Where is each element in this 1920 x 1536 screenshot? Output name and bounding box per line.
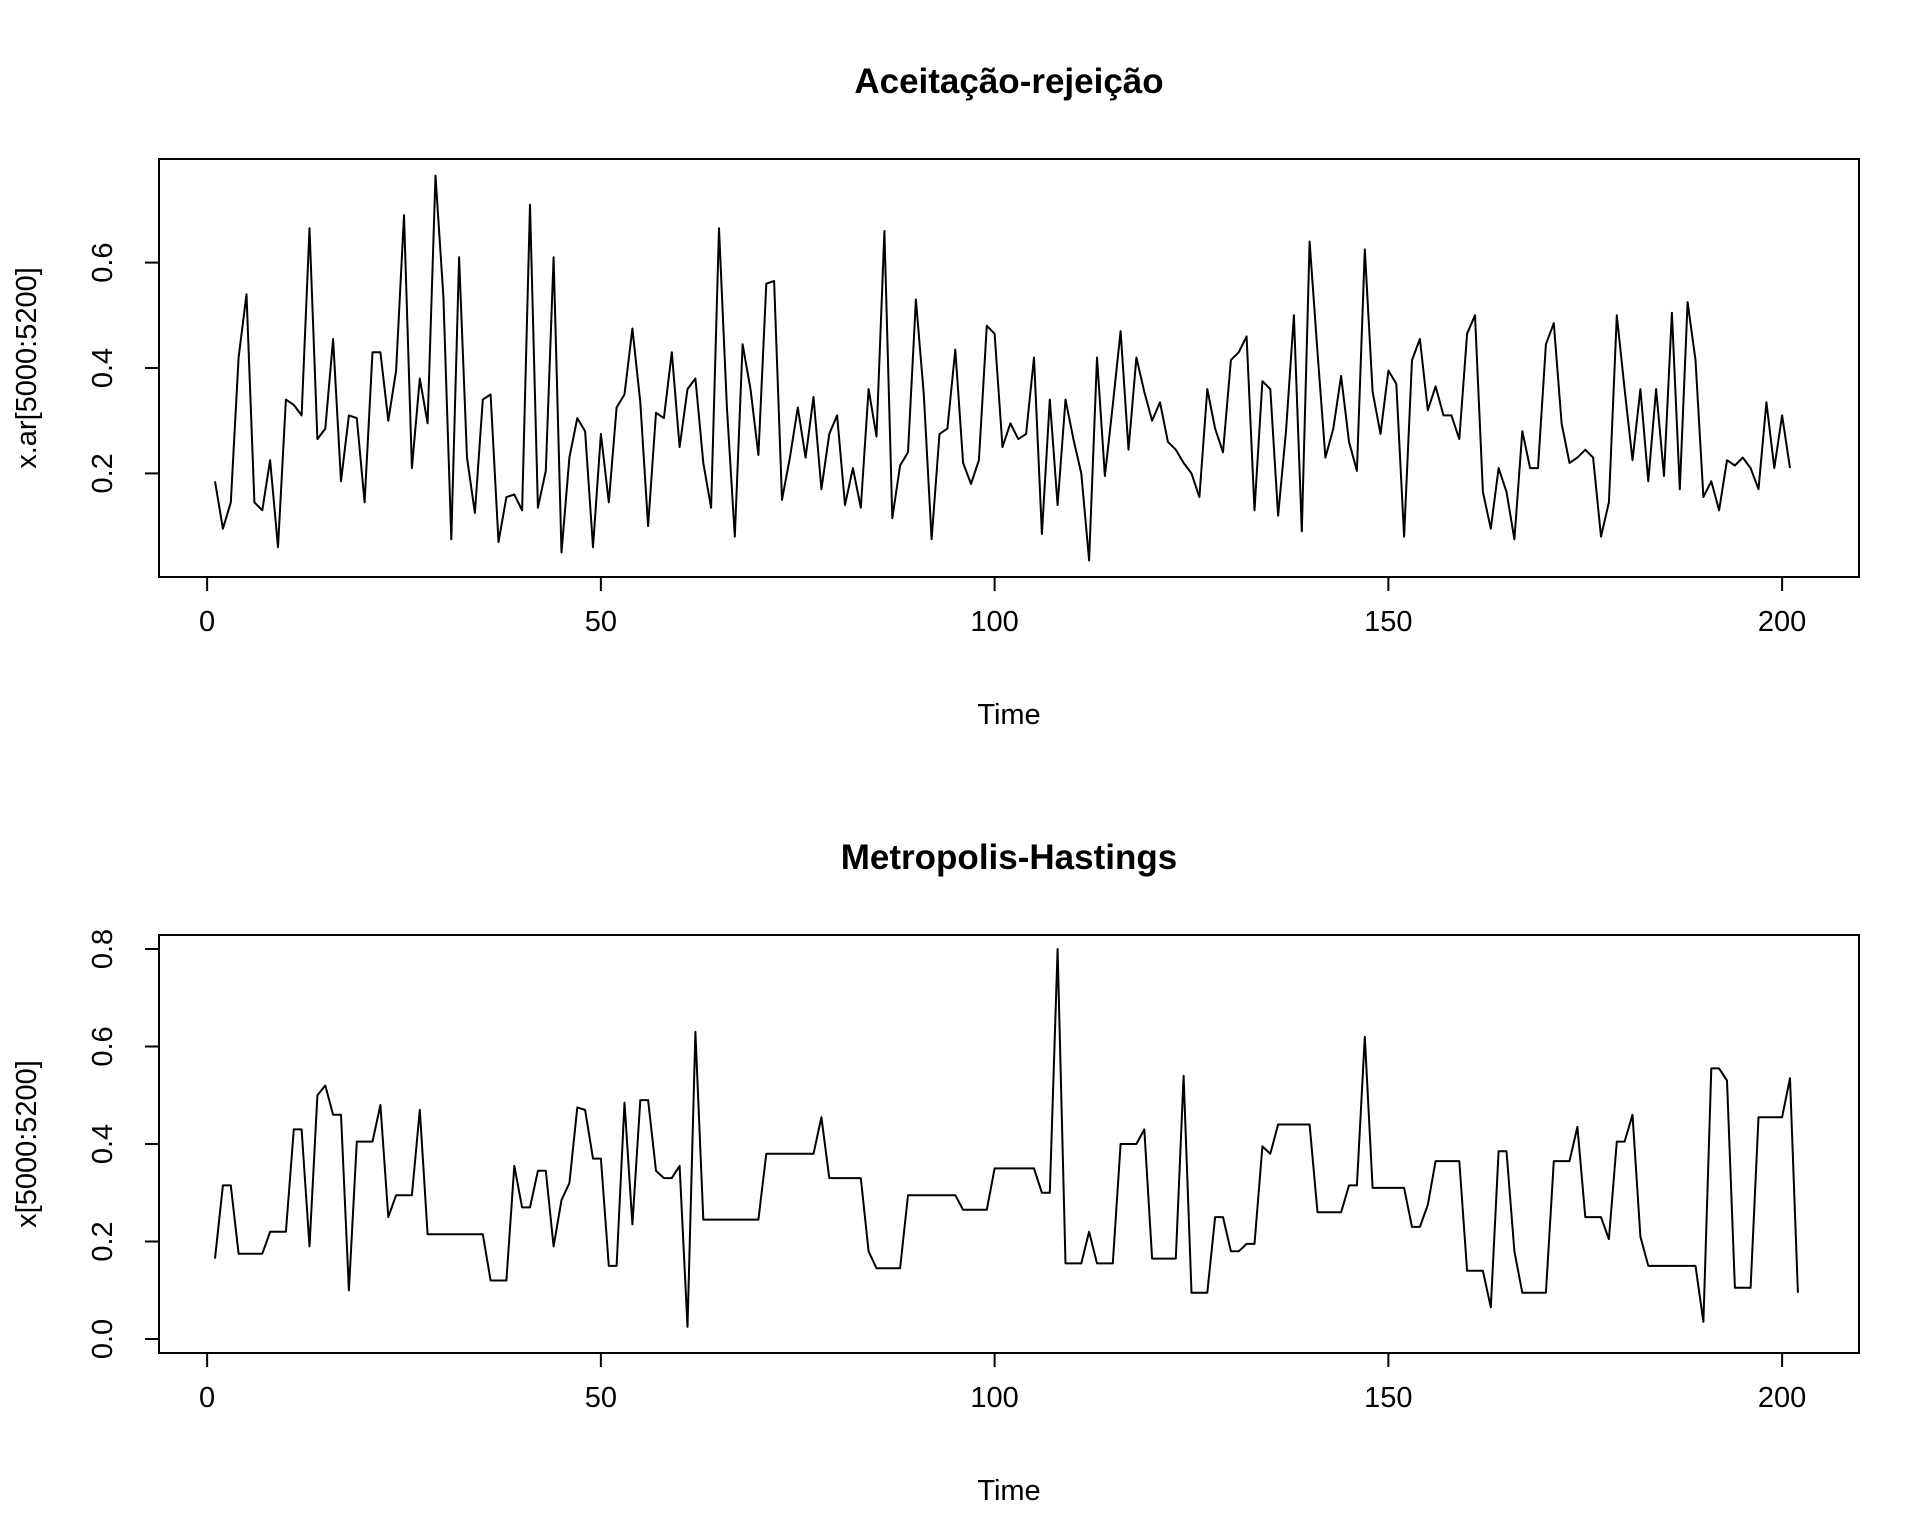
y-tick-label: 0.4 (87, 1124, 119, 1164)
y-tick-label: 0.6 (87, 242, 119, 282)
y-tick-label: 0.4 (87, 348, 119, 388)
x-tick-label: 0 (199, 606, 215, 638)
y-tick-label: 0.2 (87, 453, 119, 493)
y-tick-label: 0.6 (87, 1026, 119, 1066)
y-axis-label: x.ar[5000:5200] (11, 267, 43, 469)
x-tick-label: 200 (1758, 606, 1806, 638)
x-tick-label: 200 (1758, 1382, 1806, 1414)
x-tick-label: 150 (1364, 1382, 1412, 1414)
x-tick-label: 100 (970, 606, 1018, 638)
x-axis-label: Time (977, 699, 1040, 731)
x-axis-label: Time (977, 1475, 1040, 1507)
x-axis: 0 50 100 150 200 (199, 1352, 1806, 1414)
x-tick-label: 150 (1364, 606, 1412, 638)
series-line (214, 174, 1791, 562)
x-axis: 0 50 100 150 200 (199, 576, 1806, 638)
panel-aceitacao-rejeicao: Aceitação-rejeição 0 50 100 150 200 0.20.40.… (11, 62, 1860, 731)
plot-frame (158, 158, 1860, 578)
x-tick-label: 100 (970, 1382, 1018, 1414)
x-tick-label: 0 (199, 1382, 215, 1414)
plot-frame (158, 934, 1860, 1354)
chart-title: Metropolis-Hastings (841, 838, 1177, 877)
y-tick-label: 0.0 (87, 1319, 119, 1359)
x-tick-label: 50 (585, 606, 617, 638)
x-tick-label: 50 (585, 1382, 617, 1414)
y-axis: 0.0 0.2 0.4 0.6 0.8 (87, 929, 160, 1359)
y-tick-label: 0.8 (87, 929, 119, 969)
series-line (214, 948, 1799, 1328)
panel-metropolis-hastings: Metropolis-Hastings 0 50 100 150 200 0.00.20… (11, 838, 1860, 1507)
y-tick-label: 0.2 (87, 1221, 119, 1261)
y-axis-label: x[5000:5200] (11, 1060, 43, 1228)
chart-title: Aceitação-rejeição (854, 62, 1163, 101)
y-axis: 0.2 0.4 0.6 (87, 242, 160, 494)
